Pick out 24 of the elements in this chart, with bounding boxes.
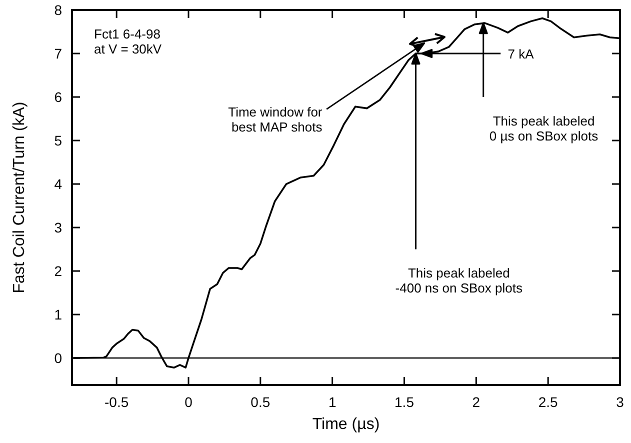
annotation: This peak labeled 0 µs on SBox plots: [489, 113, 599, 144]
annotation: This peak labeled -400 ns on SBox plots: [395, 266, 523, 296]
y-tick-label: 6: [54, 89, 62, 106]
x-tick-label: 2: [472, 394, 480, 410]
x-tick-label: 0.5: [250, 394, 270, 410]
x-axis-title: Time (µs): [312, 416, 380, 433]
x-tick-label: 2.5: [538, 394, 558, 410]
y-tick-label: 0: [54, 350, 62, 366]
x-tick-label: 3: [616, 394, 624, 410]
annotation: Fct1 6-4-98 at V = 30kV: [94, 26, 162, 56]
annotation: Time window for best MAP shots: [228, 104, 323, 135]
x-tick-label: 0: [184, 394, 193, 410]
y-axis-title: Fast Coil Current/Turn (kA): [11, 102, 28, 294]
y-tick-label: 8: [54, 2, 62, 18]
y-tick-label: 7: [54, 46, 62, 62]
x-tick-label: -0.5: [104, 394, 129, 410]
y-tick-label: 4: [54, 176, 62, 192]
y-tick-label: 2: [54, 263, 62, 280]
y-tick-label: 3: [54, 220, 62, 236]
x-tick-label: 1.5: [394, 394, 414, 410]
x-tick-label: 1: [328, 394, 336, 410]
y-tick-label: 1: [54, 306, 62, 323]
y-tick-label: 5: [54, 132, 62, 149]
annotation: 7 kA: [508, 46, 534, 62]
